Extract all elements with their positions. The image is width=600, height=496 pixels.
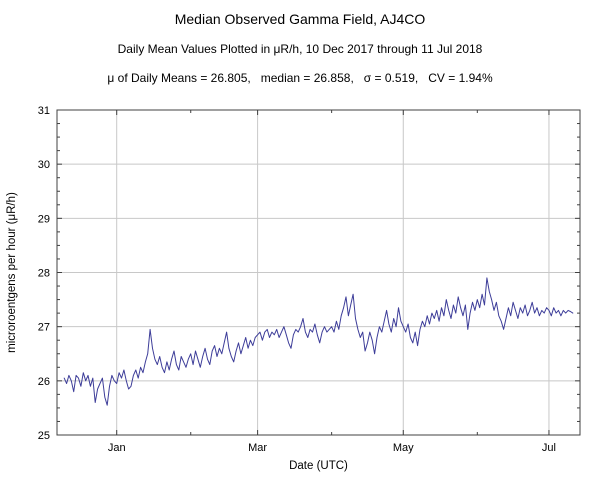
x-tick-label: May (393, 442, 414, 454)
y-tick-label: 28 (38, 268, 50, 280)
x-tick-label: Mar (248, 442, 267, 454)
y-tick-label: 29 (38, 213, 50, 225)
x-axis-label: Date (UTC) (289, 460, 348, 472)
chart-subtitle: Daily Mean Values Plotted in μR/h, 10 De… (117, 42, 483, 56)
chart-stats-line: μ of Daily Means = 26.805, median = 26.8… (107, 71, 493, 85)
gamma-series-line (63, 277, 574, 406)
y-tick-label: 30 (38, 159, 50, 171)
y-axis-label: microroentgens per hour (μR/h) (6, 192, 18, 353)
x-tick-label: Jan (108, 442, 126, 454)
x-tick-label: Jul (542, 442, 556, 454)
y-tick-label: 25 (38, 430, 50, 442)
y-tick-label: 26 (38, 376, 50, 388)
chart-title: Median Observed Gamma Field, AJ4CO (174, 11, 426, 27)
y-tick-label: 27 (38, 322, 50, 334)
y-tick-label: 31 (38, 105, 50, 117)
